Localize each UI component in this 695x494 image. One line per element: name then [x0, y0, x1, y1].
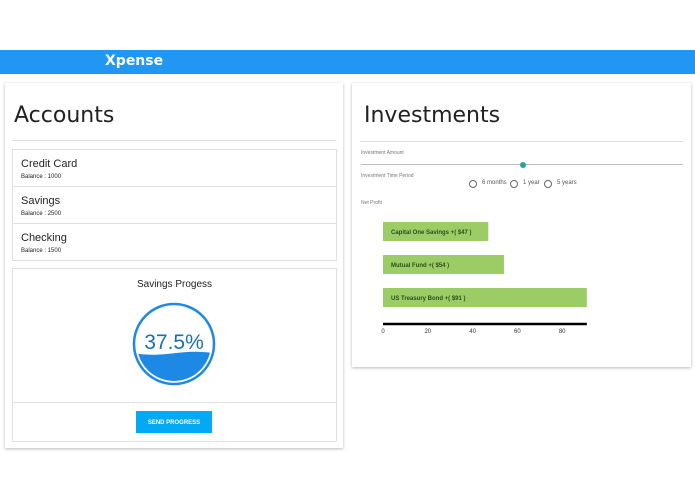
investments-divider — [360, 141, 683, 142]
accounts-card: Accounts Credit Card Balance : 1000 Savi… — [5, 83, 343, 448]
radio-1-year-label: 1 year — [523, 180, 540, 186]
radio-6-months-label: 6 months — [482, 180, 507, 186]
accounts-title: Accounts — [14, 103, 115, 128]
savings-progress-panel: Savings Progess 37.5% SEND PROGRESS — [12, 268, 337, 442]
x-tick-label: 60 — [514, 329, 521, 335]
account-balance: Balance : 1500 — [21, 248, 62, 254]
investment-amount-slider-thumb[interactable] — [520, 162, 526, 168]
radio-1-year[interactable] — [510, 180, 518, 188]
account-item-credit-card[interactable]: Credit Card Balance : 1000 — [13, 150, 336, 187]
net-profit-label: Net Profit — [361, 200, 382, 206]
profit-bar — [383, 222, 489, 241]
investment-amount-label: Investment Amount — [361, 150, 404, 156]
accounts-list: Credit Card Balance : 1000 Savings Balan… — [12, 149, 337, 261]
account-name: Checking — [21, 232, 67, 244]
account-item-savings[interactable]: Savings Balance : 2500 — [13, 187, 336, 224]
x-tick-label: 0 — [381, 329, 385, 335]
radio-5-years-label: 5 years — [557, 180, 577, 186]
investments-title: Investments — [364, 103, 501, 128]
gauge-fill — [137, 351, 211, 381]
x-tick-label: 20 — [424, 329, 431, 335]
profit-bar-label: Mutual Fund +( $54 ) — [391, 263, 449, 269]
profit-bar-label: Capital One Savings +( $47 ) — [391, 230, 472, 236]
accounts-divider — [12, 140, 336, 141]
top-app-bar: Xpense — [0, 50, 695, 74]
account-balance: Balance : 2500 — [21, 211, 62, 217]
x-tick-label: 80 — [559, 329, 566, 335]
send-progress-button[interactable]: SEND PROGRESS — [136, 411, 212, 433]
radio-5-years[interactable] — [544, 180, 552, 188]
savings-progress-title: Savings Progess — [136, 279, 213, 290]
net-profit-chart: Capital One Savings +( $47 ) Mutual Fund … — [381, 222, 587, 335]
profit-bar — [383, 255, 504, 274]
savings-divider — [13, 402, 336, 403]
profit-bar-label: US Treasury Bond +( $91 ) — [391, 296, 466, 302]
investments-card: Investments Investment Amount Investment… — [352, 83, 691, 367]
account-name: Credit Card — [21, 158, 78, 170]
savings-progress-value: 37.5% — [144, 331, 204, 354]
app-brand[interactable]: Xpense — [105, 53, 164, 69]
radio-6-months[interactable] — [469, 180, 477, 188]
investment-period-label: Investment Time Period — [361, 173, 414, 179]
account-balance: Balance : 1000 — [21, 174, 62, 180]
profit-bar — [383, 288, 587, 307]
x-tick-label: 40 — [469, 329, 476, 335]
savings-progress-gauge — [132, 302, 216, 386]
account-name: Savings — [21, 195, 61, 207]
account-item-checking[interactable]: Checking Balance : 1500 — [13, 224, 336, 260]
